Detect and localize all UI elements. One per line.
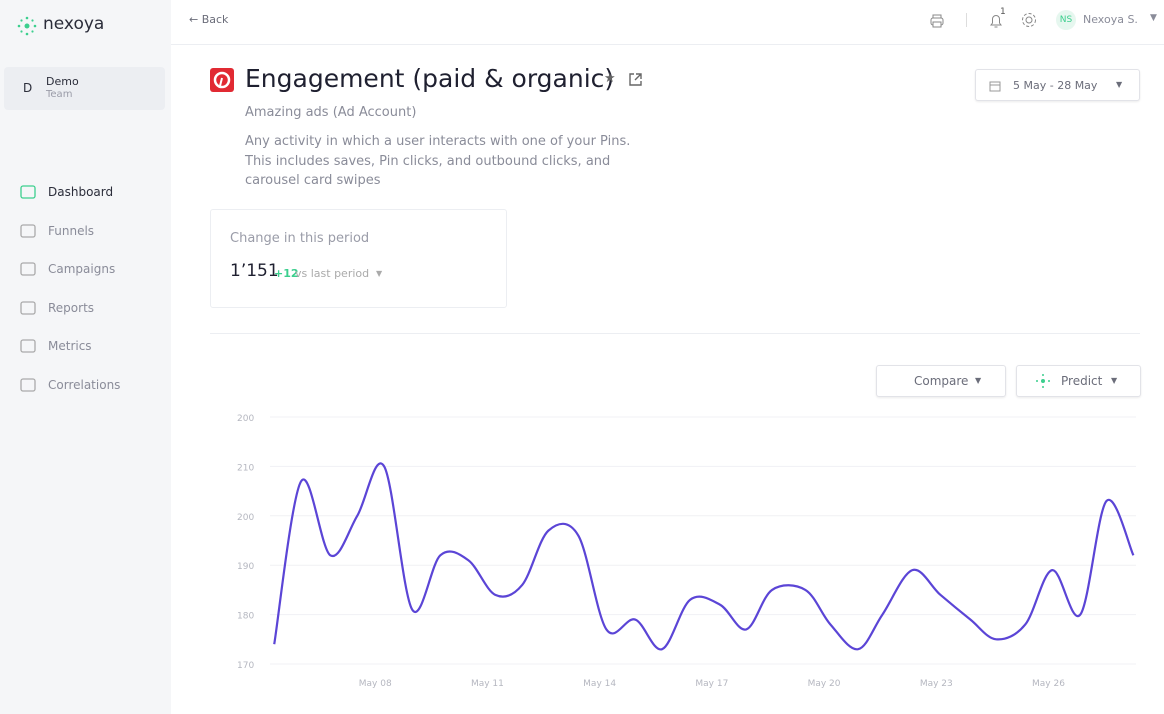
nav-item[interactable]: Dashboard	[0, 178, 171, 208]
nav-item[interactable]: Correlations	[0, 371, 171, 401]
external-link-icon[interactable]	[628, 72, 643, 87]
back-text: Back	[201, 13, 229, 26]
kpi-label: Change in this period	[230, 231, 370, 246]
sidebar: nexoya D Demo Team Dashboard Funnels Campa…	[0, 0, 171, 714]
logo-icon	[17, 16, 37, 36]
description-line: This includes saves, Pin clicks, and out…	[245, 153, 611, 169]
nav-icon	[20, 185, 36, 199]
x-tick-label: May 17	[695, 679, 728, 689]
x-tick-label: May 20	[808, 679, 841, 689]
caret: ▼	[1111, 376, 1118, 385]
team-switcher[interactable]: D Demo Team	[4, 67, 165, 110]
caret: ▼	[1116, 80, 1123, 89]
date-picker[interactable]: 5 May - 28 May ▼	[975, 69, 1140, 101]
nav-item[interactable]: Funnels	[0, 217, 171, 247]
kpi-card: Change in this period 1’151 +12 vs last …	[210, 209, 507, 308]
x-tick-label: May 08	[359, 679, 392, 689]
nav-item[interactable]: Campaigns	[0, 255, 171, 285]
user-caret: ▼	[1150, 13, 1157, 23]
nav-item[interactable]: Metrics	[0, 332, 171, 362]
date-range: 5 May - 28 May	[1013, 79, 1098, 92]
settings-icon[interactable]	[1020, 11, 1038, 29]
y-tick-label: 170	[237, 661, 254, 671]
avatar[interactable]: NS	[1056, 10, 1076, 30]
nav-label: Metrics	[48, 339, 92, 353]
nav-item[interactable]: Reports	[0, 294, 171, 324]
bell-icon[interactable]	[987, 11, 1005, 29]
account-name: Amazing ads (Ad Account)	[245, 105, 417, 120]
y-tick-label: 180	[237, 612, 254, 622]
notification-count: 1	[1000, 7, 1006, 17]
line	[273, 462, 1135, 651]
x-tick-label: May 14	[583, 679, 616, 689]
y-tick-label: 190	[237, 562, 254, 572]
divider	[210, 333, 1140, 334]
y-tick-label: 200	[237, 513, 254, 523]
nav-label: Campaigns	[48, 262, 116, 276]
print-icon[interactable]	[928, 12, 946, 30]
nav-icon	[20, 262, 36, 276]
caret: ▼	[376, 269, 383, 278]
predict-icon	[1036, 374, 1050, 388]
user-name[interactable]: Nexoya S.	[1083, 13, 1138, 26]
nav-icon	[20, 339, 36, 353]
x-tick-label: May 26	[1032, 679, 1065, 689]
chart: 170 180 190 200 210 200 May 08 May 11 May 14 May …	[237, 414, 1136, 689]
description-line: Any activity in which a user interacts w…	[245, 134, 631, 149]
compare-label: Compare	[914, 374, 969, 388]
description: Any activity in which a user interacts w…	[245, 132, 630, 191]
nav-label: Funnels	[48, 223, 95, 238]
header-divider	[171, 44, 1164, 45]
calendar-icon	[989, 81, 1001, 92]
kpi-comparison[interactable]: vs last period	[295, 267, 370, 280]
nav-label: Dashboard	[48, 185, 114, 199]
predict-label: Predict	[1061, 374, 1103, 388]
x-tick-label: May 11	[471, 679, 504, 689]
nav-icon	[20, 223, 36, 238]
predict-button[interactable]: Predict ▼	[1016, 365, 1141, 397]
nav-label: Reports	[48, 300, 95, 315]
nav-icon	[20, 300, 36, 315]
team-name: Demo	[46, 75, 79, 88]
compare-button[interactable]: Compare ▼	[876, 365, 1006, 397]
kpi-change: +12	[274, 267, 299, 280]
back-link[interactable]: ← Back	[189, 13, 229, 26]
y-tick-label: 210	[237, 463, 254, 473]
kpi-value: 1’151	[230, 261, 279, 281]
metric-title: Engagement (paid & organic)	[245, 64, 615, 93]
pinterest-icon	[210, 68, 234, 92]
x-tick-label: May 23	[920, 679, 953, 689]
star-icon[interactable]: ★	[604, 71, 616, 86]
team-role: Team	[46, 89, 73, 100]
caret: ▼	[975, 376, 982, 385]
brand: nexoya	[43, 14, 105, 34]
nav-label: Correlations	[48, 377, 121, 392]
description-line: carousel card swipes	[245, 173, 381, 188]
separator	[966, 13, 967, 27]
team-initial: D	[23, 81, 33, 95]
nav-icon	[20, 377, 36, 392]
y-tick-label: 200	[237, 414, 254, 424]
